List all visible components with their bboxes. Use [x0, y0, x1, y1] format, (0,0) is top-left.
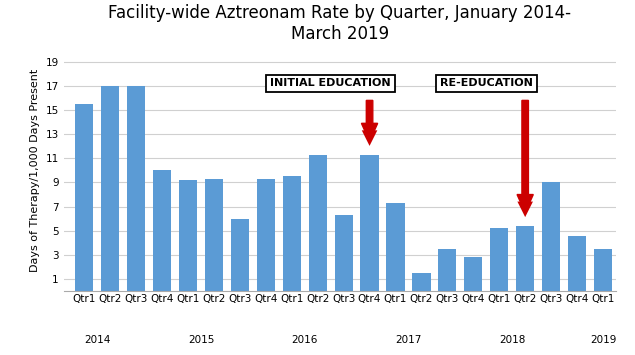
Text: RE-EDUCATION: RE-EDUCATION: [440, 78, 533, 88]
Text: 2016: 2016: [291, 334, 318, 345]
FancyArrow shape: [517, 100, 533, 213]
Bar: [179, 180, 197, 291]
Bar: [516, 226, 534, 291]
Bar: [387, 203, 404, 291]
Text: 2015: 2015: [188, 334, 214, 345]
Text: 2014: 2014: [84, 334, 110, 345]
Bar: [335, 215, 352, 291]
Bar: [283, 176, 301, 291]
Y-axis label: Days of Therapy/1,000 Days Present: Days of Therapy/1,000 Days Present: [30, 69, 40, 272]
Title: Facility-wide Aztreonam Rate by Quarter, January 2014-
March 2019: Facility-wide Aztreonam Rate by Quarter,…: [108, 4, 572, 43]
Bar: [101, 86, 119, 291]
Bar: [464, 257, 483, 291]
Text: 2017: 2017: [395, 334, 422, 345]
Bar: [75, 104, 93, 291]
Bar: [594, 249, 612, 291]
Bar: [438, 249, 457, 291]
Bar: [542, 182, 560, 291]
Text: 2019: 2019: [590, 334, 616, 345]
Bar: [127, 86, 145, 291]
Bar: [568, 236, 586, 291]
Text: 2018: 2018: [499, 334, 525, 345]
Bar: [153, 170, 171, 291]
Bar: [412, 273, 431, 291]
Bar: [309, 155, 327, 291]
Bar: [205, 179, 223, 291]
Bar: [361, 155, 378, 291]
Bar: [231, 219, 249, 291]
Bar: [257, 179, 275, 291]
FancyArrow shape: [361, 100, 378, 141]
Bar: [490, 228, 508, 291]
Text: INITIAL EDUCATION: INITIAL EDUCATION: [271, 78, 391, 88]
